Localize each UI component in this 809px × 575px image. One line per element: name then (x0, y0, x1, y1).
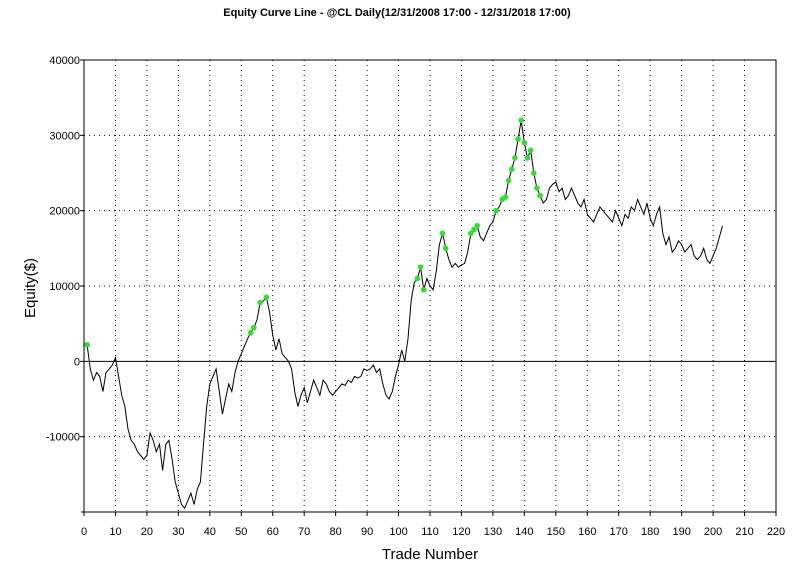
y-tick-label: 20000 (49, 206, 80, 218)
x-tick-label: 150 (547, 526, 565, 538)
new-high-marker (505, 177, 512, 184)
x-tick-label: 130 (484, 526, 502, 538)
x-tick-label: 180 (641, 526, 659, 538)
new-high-marker (263, 294, 270, 301)
x-tick-label: 140 (515, 526, 533, 538)
y-tick-label: 0 (74, 356, 80, 368)
new-high-marker (251, 324, 257, 331)
new-high-markers (84, 117, 543, 348)
y-axis-label: Equity($) (22, 258, 39, 318)
x-tick-label: 60 (267, 526, 279, 538)
x-tick-label: 170 (610, 526, 628, 538)
x-tick-label: 100 (389, 526, 407, 538)
new-high-marker (247, 329, 254, 336)
new-high-marker (471, 226, 477, 233)
new-high-marker (537, 192, 543, 199)
new-high-marker (521, 140, 528, 146)
x-tick-label: 80 (330, 526, 342, 538)
x-axis-label: Trade Number (382, 546, 478, 563)
x-tick-label: 50 (235, 526, 247, 538)
chart-title: Equity Curve Line - @CL Daily(12/31/2008… (223, 7, 571, 19)
new-high-marker (493, 207, 499, 214)
y-axis-ticks: -10000 0 10000 20000 30000 40000 (46, 55, 84, 513)
new-high-marker (518, 117, 525, 124)
x-tick-label: 210 (735, 526, 753, 538)
grid (84, 60, 776, 512)
new-high-marker (420, 286, 427, 293)
new-high-marker (531, 170, 537, 176)
new-high-marker (474, 222, 480, 229)
x-tick-label: 10 (109, 526, 121, 538)
new-high-marker (414, 275, 421, 282)
equity-curve-line (86, 120, 723, 510)
x-tick-label: 120 (452, 526, 470, 538)
new-high-marker (442, 245, 449, 252)
new-high-marker (515, 136, 521, 142)
x-tick-label: 70 (298, 526, 310, 538)
x-tick-label: 20 (141, 526, 153, 538)
new-high-marker (439, 230, 446, 237)
y-tick-label: 10000 (49, 281, 80, 293)
new-high-marker (84, 341, 90, 348)
new-high-marker (534, 185, 540, 191)
new-high-marker (524, 155, 531, 161)
new-high-marker (257, 299, 263, 306)
x-axis-ticks: 0 10 20 30 40 50 60 70 80 90 100 110 120 130 140 150 160… (81, 512, 785, 538)
y-tick-label: -10000 (46, 432, 80, 444)
x-tick-label: 30 (172, 526, 184, 538)
new-high-marker (417, 264, 424, 270)
new-high-marker (468, 230, 474, 237)
new-high-marker (502, 194, 509, 200)
x-tick-label: 0 (81, 526, 87, 538)
new-high-marker (512, 155, 518, 161)
x-tick-label: 220 (767, 526, 785, 538)
x-tick-label: 40 (204, 526, 216, 538)
new-high-marker (527, 147, 534, 154)
new-high-marker (508, 166, 515, 173)
x-tick-label: 190 (672, 526, 690, 538)
x-tick-label: 200 (704, 526, 722, 538)
x-tick-label: 110 (421, 526, 439, 538)
y-tick-label: 30000 (49, 130, 80, 142)
y-tick-label: 40000 (49, 55, 80, 67)
x-tick-label: 90 (361, 526, 373, 538)
x-tick-label: 160 (578, 526, 596, 538)
